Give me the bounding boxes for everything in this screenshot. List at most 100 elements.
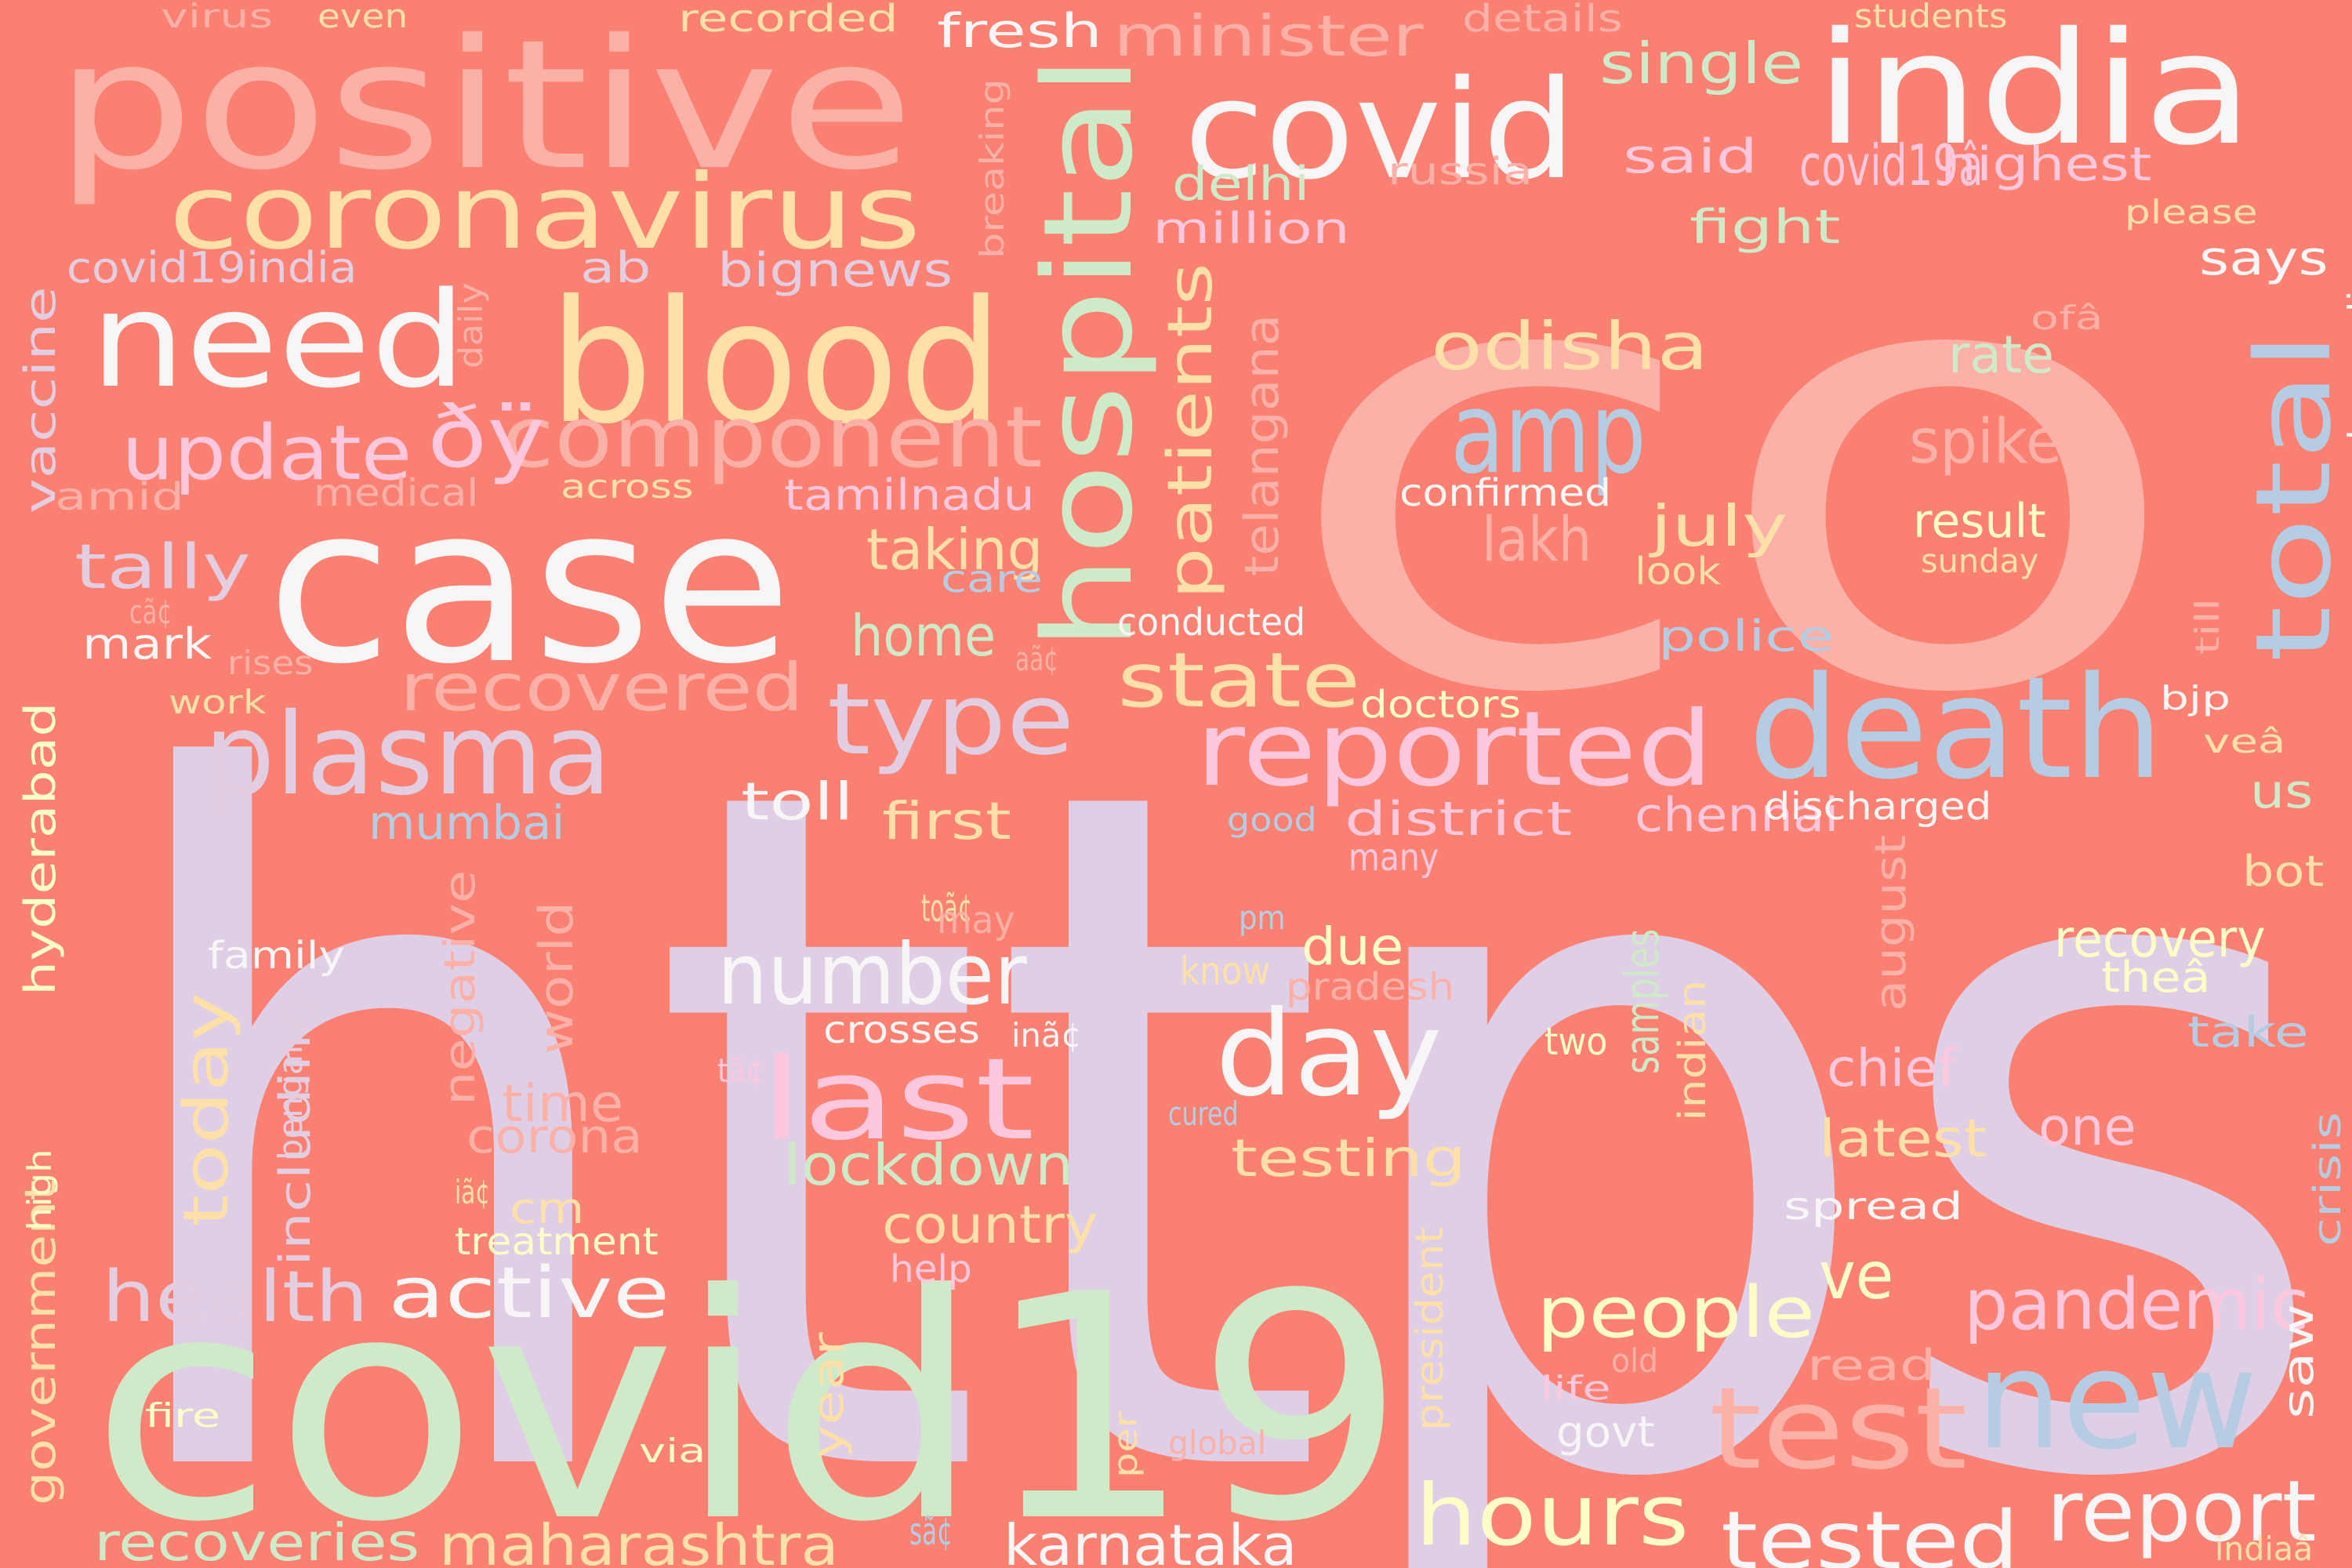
word-reported: reported [1196, 689, 1714, 810]
word-covid19: covid19 [90, 1229, 1407, 1568]
word-day: day [1215, 986, 1443, 1123]
word-million: million [1152, 204, 1350, 253]
word-know: know [1180, 949, 1270, 993]
word-positive: positive [55, 1, 914, 209]
word-students: students [1854, 0, 2008, 35]
word-narendramodi: narendramodi [2341, 290, 2352, 568]
word-blood: blood [549, 264, 1004, 461]
word-people: people [1537, 1272, 1816, 1354]
word-sunday: sunday [1921, 542, 2039, 580]
word-tamilnadu: tamilnadu [784, 470, 1035, 520]
word-new: new [1976, 1321, 2258, 1480]
word-update: update [122, 409, 412, 497]
word-across: across [561, 467, 694, 506]
word-spike: spike [1909, 407, 2063, 477]
word-till: till [2188, 597, 2227, 655]
word-test: test [1709, 1363, 1968, 1494]
word-coronavirus: coronavirus [169, 152, 921, 273]
word-glyph: ðÿ [427, 389, 546, 487]
word-help: help [890, 1247, 972, 1291]
word-mumbai: mumbai [368, 796, 565, 851]
word-care: care [941, 557, 1044, 601]
word-fight: fight [1690, 200, 1841, 255]
word-indian: indian [1671, 979, 1715, 1121]
word-c: cã¢ [129, 593, 172, 631]
word-discharged: discharged [1764, 785, 1992, 829]
word-amid: amid [55, 475, 184, 519]
word-virus: virus [161, 0, 274, 35]
word-us: us [2250, 764, 2314, 819]
word-highest: highest [1940, 137, 2152, 192]
word-fresh: fresh [937, 4, 1102, 59]
word-of: ofâ [2031, 299, 2103, 337]
word-hours: hours [1415, 1467, 1690, 1565]
word-good: good [1227, 800, 1317, 839]
word-testing: testing [1231, 1128, 1466, 1189]
word-component: component [502, 389, 1043, 487]
word-case: case [267, 460, 793, 712]
word-recorded: recorded [678, 0, 898, 41]
word-breaking: breaking [973, 78, 1011, 259]
word-chief: chief [1827, 1038, 1957, 1098]
word-read: read [1807, 1341, 1936, 1390]
word-hyderabad: hyderabad [16, 702, 65, 996]
word-crisis: crisis [2306, 1112, 2350, 1247]
word-minister: minister [1113, 3, 1424, 69]
word-pradesh: pradesh [1286, 965, 1455, 1009]
word-india: india [1815, 0, 2254, 180]
word-bengaluru: bengaluru [271, 988, 310, 1160]
word-death: death [1748, 647, 2164, 811]
word-tested: tested [1721, 1494, 2020, 1568]
word-via: via [639, 1432, 706, 1470]
word-take: take [2187, 1007, 2309, 1057]
word-police: police [1658, 612, 1835, 661]
word-hospital: hospital [1017, 54, 1160, 652]
word-conducted: conducted [1117, 601, 1306, 644]
word-ve: ve [1819, 1237, 1894, 1314]
word-august: august [1866, 834, 1915, 1011]
word-i: iã¢ [455, 1173, 491, 1211]
word-daily: daily [452, 282, 490, 368]
word-one: one [2038, 1097, 2136, 1157]
word-family: family [208, 934, 346, 978]
word-covid19india: covid19india [67, 243, 358, 292]
word-pm: pm [1239, 898, 1286, 937]
word-district: district [1345, 792, 1573, 847]
word-please: please [2125, 193, 2258, 231]
word-russia: russia [1388, 150, 1533, 194]
word-pandemic: pandemic [1964, 1264, 2309, 1346]
word-many: many [1348, 836, 1439, 880]
word-home: home [851, 603, 996, 669]
word-july: july [1650, 493, 1788, 559]
word-co: co [1278, 114, 2187, 826]
word-due: due [1301, 916, 1404, 977]
word-taking: taking [866, 517, 1044, 583]
word-country: country [882, 1195, 1098, 1255]
word-crosses: crosses [823, 1008, 980, 1052]
word-global: global [1168, 1424, 1267, 1462]
word-saw: saw [2274, 1303, 2323, 1419]
word-the: theâ [2101, 953, 2211, 1002]
word-recovered: recovered [400, 649, 804, 726]
word-rises: rises [227, 644, 314, 682]
word-per: per [1106, 1411, 1145, 1478]
word-world: world [529, 901, 584, 1054]
word-lakh: lakh [1482, 505, 1592, 575]
word-delhi: delhi [1172, 157, 1310, 212]
word-bignews: bignews [717, 243, 953, 298]
word-patients: patients [1156, 262, 1226, 600]
word-single: single [1599, 31, 1804, 96]
word-cm: cm [510, 1184, 585, 1233]
word-even: even [318, 0, 408, 35]
word-high: high [20, 1149, 59, 1231]
word-last: last [760, 1033, 1035, 1165]
word-ab: ab [580, 243, 652, 292]
word-cured: cured [1168, 1094, 1239, 1133]
word-treatment: treatment [455, 1220, 659, 1264]
word-life: life [1541, 1369, 1611, 1407]
word-work: work [169, 683, 267, 721]
word-state: state [1117, 637, 1361, 724]
word-doctors: doctors [1360, 683, 1522, 727]
word-recovery: recovery [2054, 909, 2266, 969]
